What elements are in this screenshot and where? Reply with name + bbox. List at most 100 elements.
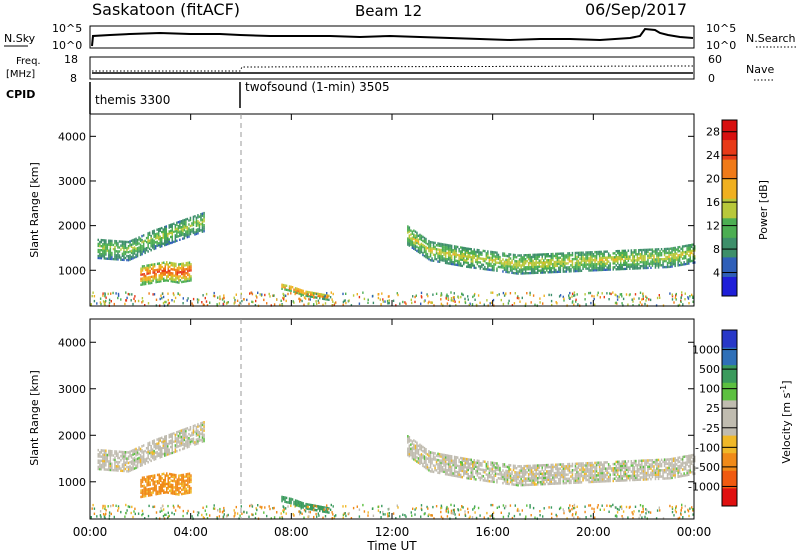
- velocity-cell: [161, 481, 163, 484]
- power-cell: [109, 253, 112, 257]
- velocity-cell: [171, 439, 173, 442]
- velocity-cell: [543, 476, 545, 480]
- power-cell: [151, 230, 154, 233]
- power-cell: [107, 292, 109, 296]
- power-cell: [180, 234, 183, 237]
- power-cell: [647, 258, 649, 261]
- power-cell: [173, 240, 175, 244]
- power-cell: [172, 268, 174, 271]
- velocity-cell: [686, 461, 688, 464]
- power-cell: [607, 256, 610, 259]
- power-cell: [647, 250, 649, 253]
- velocity-cell: [626, 472, 628, 476]
- velocity-cell: [176, 439, 178, 442]
- velocity-cell: [538, 466, 540, 469]
- velocity-cell: [160, 489, 162, 493]
- velocity-cell: [550, 463, 552, 467]
- velocity-cell: [428, 469, 430, 472]
- velocity-cell: [594, 467, 596, 471]
- velocity-cell: [589, 470, 592, 473]
- power-cell: [159, 297, 161, 301]
- velocity-cell: [479, 476, 482, 480]
- velocity-cell: [435, 458, 438, 462]
- power-cell: [179, 263, 182, 266]
- velocity-cell: [201, 432, 204, 435]
- velocity-cell: [624, 468, 626, 472]
- power-cell: [431, 301, 433, 304]
- power-cell: [484, 249, 486, 253]
- power-cell: [176, 227, 178, 230]
- velocity-cell: [124, 453, 127, 456]
- velocity-cell: [187, 491, 189, 495]
- power-cell: [586, 259, 589, 262]
- velocity-cell: [518, 473, 521, 476]
- velocity-cell: [615, 464, 617, 468]
- power-cell: [290, 287, 292, 290]
- power-cell: [127, 292, 129, 296]
- power-cell: [573, 270, 575, 273]
- velocity-cell: [523, 469, 525, 472]
- velocity-cell: [189, 438, 192, 442]
- velocity-cell: [407, 453, 409, 457]
- velocity-cell: [632, 470, 634, 473]
- power-cell: [149, 282, 151, 285]
- velocity-cell: [618, 475, 620, 478]
- velocity-cell: [181, 476, 183, 479]
- power-cell: [413, 229, 415, 232]
- power-cell: [677, 258, 679, 261]
- power-cell: [183, 222, 186, 226]
- velocity-cell: [416, 451, 418, 455]
- velocity-cell: [194, 443, 196, 446]
- power-cell: [635, 249, 637, 252]
- power-cell: [592, 259, 595, 262]
- power-cell: [603, 295, 605, 299]
- power-cell: [494, 255, 497, 258]
- velocity-cell: [553, 478, 556, 481]
- velocity-cell: [526, 479, 528, 482]
- velocity-cell: [588, 478, 590, 482]
- power-cell: [453, 251, 456, 254]
- power-cell: [532, 259, 534, 263]
- power-cell: [488, 258, 491, 261]
- velocity-cell: [164, 474, 166, 477]
- power-cell: [440, 256, 442, 260]
- velocity-cell: [647, 471, 649, 475]
- velocity-cell: [165, 449, 167, 453]
- power-cell: [490, 264, 492, 268]
- velocity-cell: [114, 458, 116, 462]
- velocity-cell: [444, 464, 447, 467]
- power-cell: [438, 250, 441, 253]
- power-cell: [463, 254, 465, 258]
- power-cell: [487, 250, 489, 253]
- power-cell: [139, 247, 142, 250]
- velocity-cell: [533, 466, 536, 469]
- power-cell: [574, 265, 577, 269]
- power-cell: [451, 299, 453, 302]
- power-cell: [627, 259, 630, 262]
- velocity-cell: [530, 468, 533, 472]
- power-cell: [453, 255, 456, 258]
- velocity-cell: [552, 478, 554, 481]
- power-cell: [105, 249, 107, 252]
- velocity-cell: [455, 456, 457, 459]
- power-cell: [150, 238, 152, 242]
- power-colorbar-tick: 28: [706, 126, 720, 139]
- power-cell: [127, 255, 130, 258]
- power-cell: [166, 263, 168, 266]
- velocity-cell: [580, 470, 583, 474]
- velocity-cell: [156, 438, 158, 441]
- velocity-cell: [188, 489, 191, 492]
- velocity-cell: [671, 466, 673, 469]
- power-cell: [182, 270, 185, 273]
- power-cell: [570, 260, 572, 263]
- power-cell: [647, 260, 649, 264]
- velocity-cell: [508, 474, 510, 477]
- power-cell: [155, 268, 157, 272]
- power-cell: [99, 248, 101, 252]
- velocity-cell: [576, 475, 578, 478]
- power-cell: [623, 259, 625, 263]
- power-cell: [609, 268, 611, 271]
- power-cell: [615, 264, 617, 267]
- velocity-cell: [145, 447, 148, 450]
- velocity-cell: [589, 476, 592, 479]
